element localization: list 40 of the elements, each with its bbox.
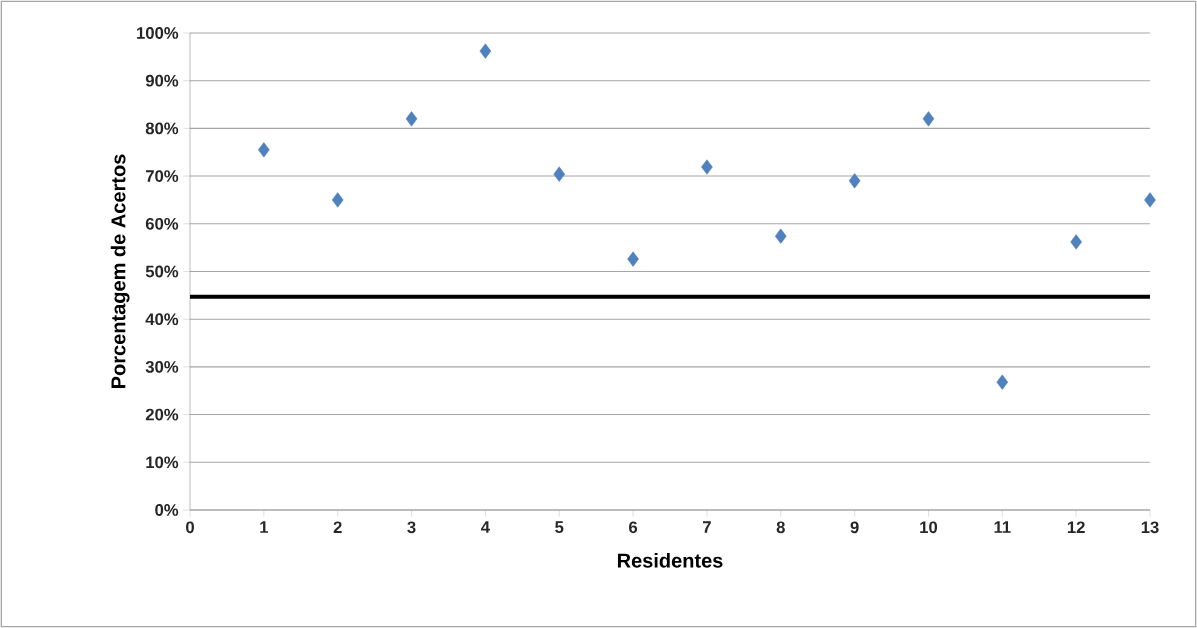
x-tick-label: 11: [994, 521, 1011, 533]
y-tick-label: 30%: [145, 360, 179, 373]
x-tick-label: 0: [186, 521, 194, 534]
point: [479, 43, 492, 59]
x-tick-label: 9: [850, 521, 859, 534]
y-tick-label: 10%: [146, 456, 179, 469]
x-tick-label: 7: [703, 521, 711, 533]
x-tick-label: 8: [776, 521, 785, 534]
point: [331, 192, 344, 208]
point: [848, 173, 861, 189]
y-tick-label: 50%: [145, 265, 179, 278]
x-tick-label: 1: [260, 521, 269, 533]
x-tick-label: 13: [1141, 521, 1159, 534]
point: [627, 251, 639, 267]
x-tick-label: 5: [555, 521, 564, 533]
point: [996, 374, 1009, 390]
point: [701, 159, 713, 175]
y-tick-label: 40%: [145, 313, 179, 326]
point: [1070, 234, 1082, 250]
point: [922, 111, 935, 127]
y-tick-label: 20%: [145, 408, 179, 421]
x-axis-title: Residentes: [617, 553, 723, 568]
x-tick-label: 4: [481, 521, 490, 533]
point: [775, 228, 787, 244]
y-tick-label: 90%: [145, 74, 179, 87]
y-tick-label: 0%: [155, 504, 179, 516]
y-tick-label: 100%: [137, 27, 179, 39]
x-tick-label: 10: [920, 521, 938, 534]
x-tick-label: 12: [1067, 521, 1085, 533]
y-tick-label: 70%: [145, 170, 179, 182]
y-tick-label: 60%: [145, 217, 179, 230]
y-axis-title: Porcentagem de Acertos: [110, 154, 130, 388]
x-tick-label: 6: [629, 521, 638, 534]
point: [258, 142, 270, 158]
point: [553, 166, 565, 182]
point: [405, 111, 418, 127]
point: [1144, 192, 1156, 208]
x-tick-label: 2: [333, 521, 342, 533]
y-tick-label: 80%: [145, 122, 179, 135]
x-tick-label: 3: [407, 521, 416, 534]
